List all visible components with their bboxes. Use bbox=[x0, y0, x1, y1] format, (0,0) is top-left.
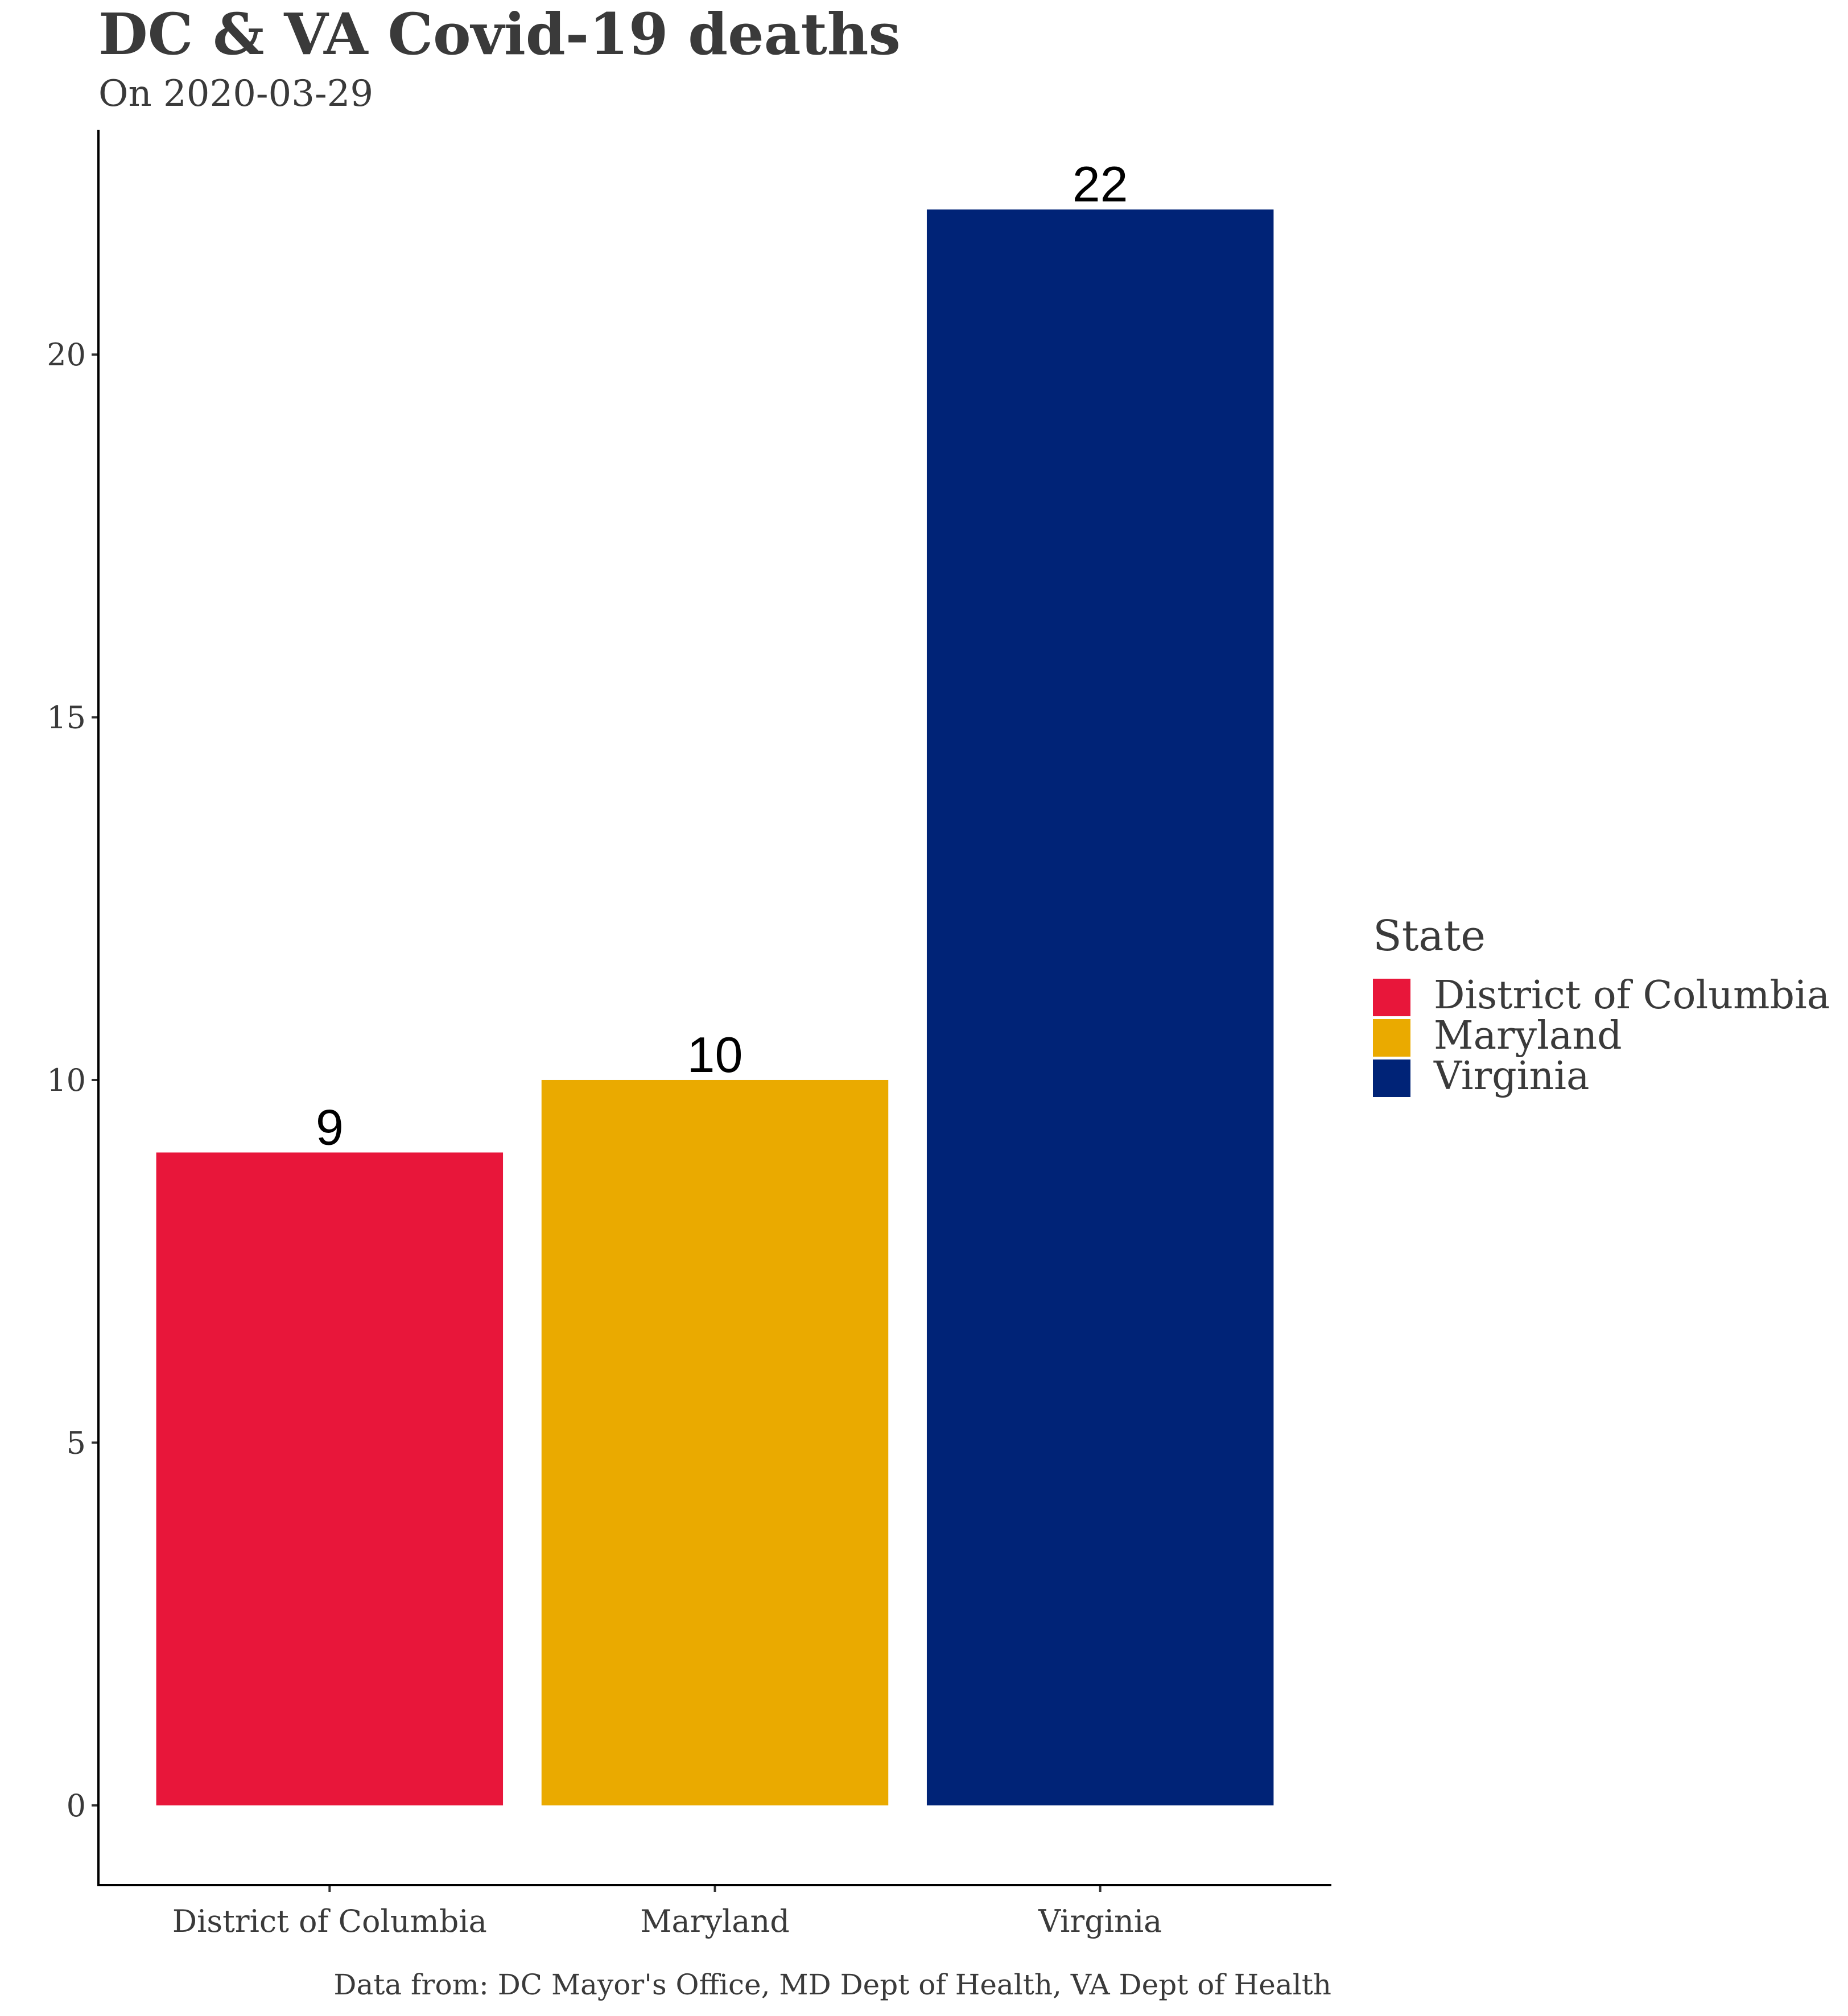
legend-swatch bbox=[1373, 979, 1410, 1016]
bar-2 bbox=[541, 1079, 889, 1805]
bar-1 bbox=[156, 1152, 504, 1805]
x-tick-label: District of Columbia bbox=[172, 1903, 487, 1939]
bar-3 bbox=[926, 209, 1274, 1805]
legend-swatch bbox=[1373, 1059, 1410, 1097]
bar-value-label: 22 bbox=[1072, 156, 1128, 212]
chart-subtitle: On 2020-03-29 bbox=[98, 73, 373, 115]
y-tick-label: 5 bbox=[67, 1425, 86, 1461]
bar-value-label: 10 bbox=[687, 1026, 743, 1083]
y-tick-label: 15 bbox=[47, 700, 86, 736]
y-tick-label: 20 bbox=[47, 337, 86, 373]
legend-swatch bbox=[1373, 1019, 1410, 1057]
legend-label: Maryland bbox=[1434, 1013, 1622, 1058]
y-tick-label: 10 bbox=[47, 1062, 86, 1098]
legend: State District of ColumbiaMarylandVirgin… bbox=[1373, 912, 1830, 1099]
x-tick-label: Maryland bbox=[640, 1903, 790, 1939]
legend-label: Virginia bbox=[1433, 1054, 1590, 1099]
legend-title: State bbox=[1373, 912, 1486, 960]
y-tick-label: 0 bbox=[67, 1788, 86, 1824]
legend-label: District of Columbia bbox=[1434, 973, 1830, 1018]
plot-area: 0 5 10 15 20 9 District of Columbia 10 Maryland 2… bbox=[47, 156, 1274, 1939]
chart-caption: Data from: DC Mayor's Office, MD Dept of… bbox=[333, 1968, 1331, 2001]
x-tick-label: Virginia bbox=[1038, 1903, 1162, 1939]
bar-value-label: 9 bbox=[316, 1099, 344, 1155]
chart-title: DC & VA Covid-19 deaths bbox=[98, 1, 901, 68]
